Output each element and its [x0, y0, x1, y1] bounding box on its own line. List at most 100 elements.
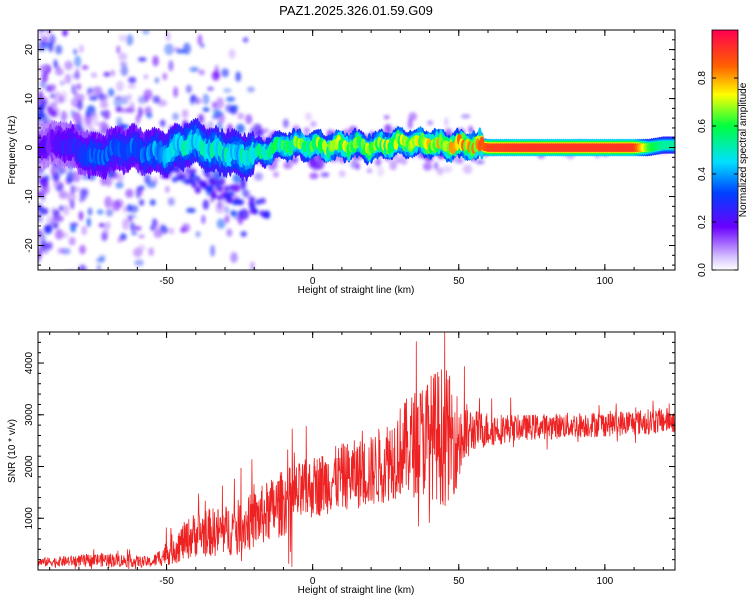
- colorbar-tick-label: 0.4: [697, 167, 708, 181]
- spectrogram-noise-blob: [125, 188, 134, 198]
- spectrogram-noise-blob: [691, 150, 697, 155]
- spectrogram-noise-blob: [164, 43, 175, 56]
- spectrogram-noise-blob: [50, 110, 58, 117]
- spectrogram-noise-blob: [105, 221, 111, 230]
- spectrogram-noise-blob: [469, 126, 474, 135]
- spectrogram-noise-blob: [312, 161, 320, 171]
- spectrogram-branch-blob: [222, 192, 228, 198]
- spectrogram-noise-blob: [100, 284, 107, 290]
- spectrogram-noise-blob: [122, 206, 129, 213]
- snr-series-line: [38, 332, 675, 570]
- spectrogram-noise-blob: [152, 55, 159, 67]
- spectrogram-noise-blob: [67, 286, 77, 292]
- spectrogram-noise-blob: [70, 225, 76, 233]
- spectrogram-branch-blob: [190, 168, 197, 175]
- spectrogram-noise-blob: [244, 190, 251, 199]
- spectrogram-noise-blob: [442, 165, 453, 173]
- spectrogram-noise-blob: [87, 87, 94, 93]
- spectrogram-noise-blob: [38, 45, 43, 50]
- spectrogram-branch-blob: [259, 197, 266, 204]
- colorbar-tick-label: 0.0: [697, 263, 708, 277]
- spectrogram-noise-blob: [120, 65, 129, 77]
- spectrogram-noise-blob: [240, 231, 247, 237]
- spectrogram-noise-blob: [223, 88, 232, 93]
- spectrogram-branch-blob: [217, 194, 224, 201]
- spectrogram-noise-blob: [168, 60, 174, 72]
- spectrogram-noise-blob: [68, 236, 76, 246]
- spectrogram-noise-blob: [53, 179, 61, 190]
- spectrogram-x-ticks: -50 0 50 100: [49, 30, 664, 287]
- spectrogram-noise-blob: [55, 44, 63, 55]
- colorbar-tick-label: 0.6: [697, 119, 708, 133]
- spectrogram-noise-blob: [201, 215, 206, 224]
- spectrogram-noise-blob: [143, 89, 153, 100]
- spectrogram-noise-blob: [39, 176, 49, 188]
- spectrogram-x-tick-label: 50: [453, 276, 465, 287]
- spectrogram-x-label: Height of straight line (km): [298, 285, 415, 296]
- snr-y-tick-label: 1000: [24, 507, 35, 530]
- spectrogram-noise-blob: [129, 102, 135, 112]
- spectrogram-noise-blob: [235, 71, 242, 82]
- spectrogram-noise-blob: [121, 95, 129, 105]
- spectrogram-noise-blob: [78, 211, 84, 221]
- spectrogram-noise-blob: [168, 227, 175, 235]
- spectrogram-noise-blob: [90, 111, 98, 122]
- spectrogram-noise-blob: [117, 172, 124, 183]
- spectrogram-noise-blob: [78, 44, 84, 54]
- spectrogram-branch-blob: [194, 187, 201, 194]
- spectrogram-branch-blob: [205, 172, 211, 179]
- snr-x-tick-label: -50: [159, 576, 174, 587]
- spectrogram-noise-blob: [126, 214, 137, 219]
- spectrogram-noise-blob: [138, 234, 145, 239]
- spectrogram-noise-blob: [210, 0, 219, 4]
- spectrogram-noise-blob: [229, 104, 239, 110]
- spectrogram-noise-blob: [62, 30, 68, 37]
- snr-y-ticks: 1000 2000 3000 4000: [24, 331, 675, 561]
- spectrogram-noise-blob: [58, 205, 64, 212]
- spectrogram-noise-blob: [49, 34, 56, 45]
- snr-x-tick-label: 100: [597, 576, 614, 587]
- snr-panel: -50 0 50 100 1000 2000 3000 4000 Height of str…: [7, 331, 676, 596]
- spectrogram-noise-blob: [698, 146, 707, 151]
- spectrogram-noise-blob: [128, 76, 137, 84]
- spectrogram-noise-blob: [69, 269, 73, 270]
- spectrogram-noise-blob: [60, 110, 68, 122]
- spectrogram-noise-blob: [162, 72, 168, 81]
- spectrogram-noise-blob: [255, 130, 264, 138]
- spectrogram-noise-blob: [224, 205, 229, 214]
- spectrogram-noise-blob: [38, 5, 48, 11]
- spectrogram-branch-blob: [171, 176, 178, 183]
- spectrogram-noise-blob: [320, 172, 330, 178]
- spectrogram-noise-blob: [176, 0, 183, 3]
- spectrogram-noise-blob: [138, 95, 146, 104]
- spectrogram-branch-blob: [219, 179, 226, 186]
- spectrogram-noise-blob: [228, 48, 236, 59]
- snr-y-tick-label: 2000: [24, 455, 35, 478]
- spectrogram-noise-blob: [66, 191, 76, 203]
- spectrogram-noise-blob: [284, 160, 291, 169]
- spectrogram-ridge: [38, 117, 675, 182]
- spectrogram-noise-blob: [237, 112, 245, 120]
- spectrogram-noise-blob: [184, 168, 191, 173]
- spectrogram-noise-blob: [217, 200, 222, 210]
- spectrogram-noise-blob: [115, 80, 124, 92]
- spectrogram-noise-blob: [375, 157, 382, 167]
- spectrogram-noise-blob: [94, 304, 103, 315]
- spectrogram-noise-blob: [118, 34, 127, 42]
- spectrogram-noise-blob: [40, 35, 49, 46]
- spectrogram-noise-blob: [101, 16, 108, 26]
- spectrogram-noise-blob: [56, 292, 65, 297]
- spectrogram-noise-blob: [389, 160, 398, 171]
- spectrogram-noise-blob: [89, 127, 96, 133]
- spectrogram-noise-blob: [81, 65, 89, 70]
- spectrogram-noise-blob: [101, 232, 108, 242]
- spectrogram-noise-blob: [81, 225, 88, 236]
- spectrogram-noise-blob: [98, 254, 106, 262]
- spectrogram-noise-blob: [138, 185, 146, 191]
- spectrogram-x-tick-label: 0: [310, 276, 316, 287]
- spectrogram-noise-blob: [41, 99, 46, 108]
- spectrogram-noise-blob: [73, 48, 78, 55]
- spectrogram-noise-blob: [699, 141, 704, 146]
- snr-y-label: SNR (10 * v/v): [7, 419, 18, 483]
